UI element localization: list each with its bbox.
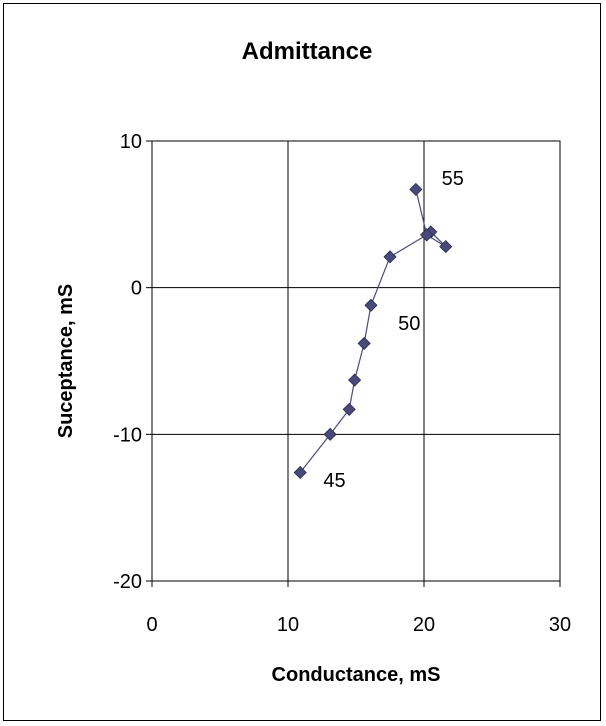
tick-labels: 0 10 20 30 -20 -10 0 10 xyxy=(113,131,571,636)
data-markers xyxy=(293,182,453,480)
y-tick-label: 10 xyxy=(120,131,142,153)
y-axis-title: Suceptance, mS xyxy=(55,284,77,439)
y-tick-label: -20 xyxy=(113,571,142,593)
x-tick-label: 30 xyxy=(549,614,571,636)
annotations: 45 50 55 xyxy=(323,168,464,492)
x-tick-label: 10 xyxy=(277,614,299,636)
point-annotation: 45 xyxy=(323,470,345,492)
data-point xyxy=(293,465,307,480)
point-annotation: 55 xyxy=(442,168,464,190)
chart-title: Admittance xyxy=(242,38,373,65)
data-point xyxy=(439,240,453,254)
y-tick-label: -10 xyxy=(113,424,142,446)
data-point xyxy=(323,427,337,441)
x-axis-title: Conductance, mS xyxy=(272,664,441,686)
x-tick-label: 0 xyxy=(146,614,157,636)
x-tick-label: 20 xyxy=(413,614,435,636)
data-point xyxy=(364,298,378,312)
y-tick-label: 0 xyxy=(131,278,142,300)
grid xyxy=(146,140,561,587)
data-point xyxy=(409,182,423,196)
data-point xyxy=(383,250,397,264)
data-point xyxy=(342,402,356,416)
data-point xyxy=(357,336,371,350)
chart-frame xyxy=(3,3,601,721)
data-point xyxy=(420,228,434,242)
point-annotation: 50 xyxy=(398,313,420,335)
data-point xyxy=(348,373,362,387)
plot-area xyxy=(151,140,561,582)
